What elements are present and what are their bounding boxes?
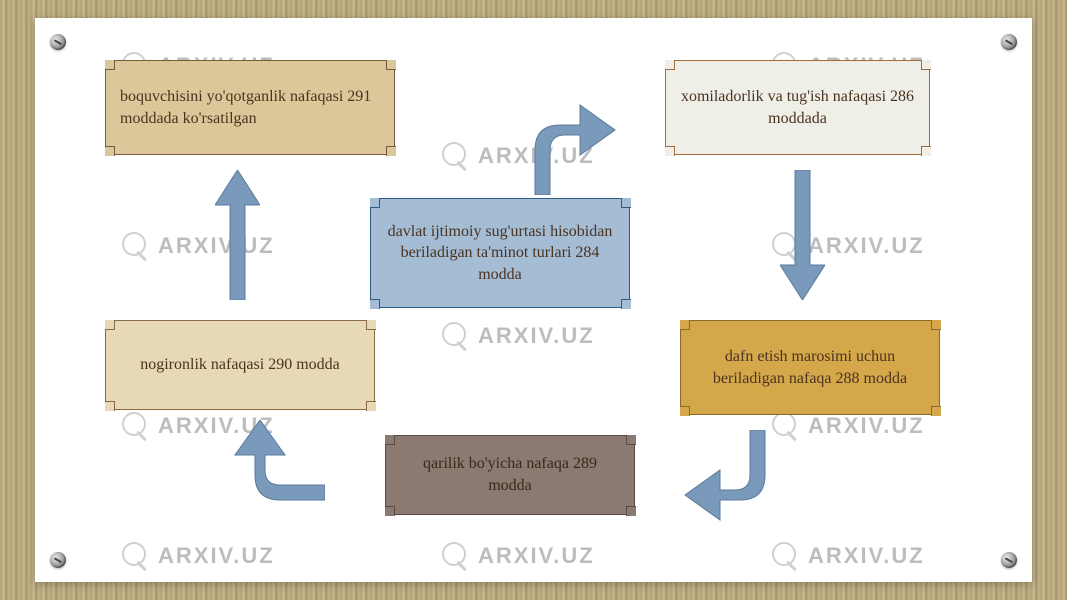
- arrow-center-to-topright: [520, 100, 620, 195]
- watermark-text: ARXIV.UZ: [808, 233, 925, 259]
- paper-panel: ARXIV.UZ ARXIV.UZ ARXIV.UZ ARXIV.UZ ARXI…: [35, 18, 1032, 582]
- box-center-text: davlat ijtimoiy sug'urtasi hisobidan ber…: [385, 221, 615, 286]
- box-top-left: boquvchisini yo'qotganlik nafaqasi 291 m…: [105, 60, 395, 155]
- magnifier-icon: [440, 540, 472, 572]
- box-bottom: qarilik bo'yicha nafaqa 289 modda: [385, 435, 635, 515]
- magnifier-icon: [120, 410, 152, 442]
- watermark-text: ARXIV.UZ: [478, 323, 595, 349]
- watermark: ARXIV.UZ: [120, 540, 275, 572]
- arrow-left-to-topleft: [215, 170, 260, 300]
- box-right-text: dafn etish marosimi uchun beriladigan na…: [695, 346, 925, 389]
- screw-icon: [1001, 34, 1017, 50]
- watermark-text: ARXIV.UZ: [808, 543, 925, 569]
- watermark: ARXIV.UZ: [440, 540, 595, 572]
- screw-icon: [50, 34, 66, 50]
- box-left-text: nogironlik nafaqasi 290 modda: [140, 354, 340, 376]
- box-right: dafn etish marosimi uchun beriladigan na…: [680, 320, 940, 415]
- magnifier-icon: [440, 320, 472, 352]
- box-top-left-text: boquvchisini yo'qotganlik nafaqasi 291 m…: [120, 86, 380, 129]
- watermark-text: ARXIV.UZ: [158, 543, 275, 569]
- box-center: davlat ijtimoiy sug'urtasi hisobidan ber…: [370, 198, 630, 308]
- watermark: ARXIV.UZ: [440, 320, 595, 352]
- arrow-bottom-to-left: [225, 420, 325, 515]
- watermark-text: ARXIV.UZ: [478, 543, 595, 569]
- screw-icon: [50, 552, 66, 568]
- screw-icon: [1001, 552, 1017, 568]
- magnifier-icon: [770, 540, 802, 572]
- magnifier-icon: [120, 230, 152, 262]
- watermark-text: ARXIV.UZ: [808, 413, 925, 439]
- box-top-right-text: xomiladorlik va tug'ish nafaqasi 286 mod…: [680, 86, 915, 129]
- arrow-topright-to-right: [780, 170, 825, 300]
- box-left: nogironlik nafaqasi 290 modda: [105, 320, 375, 410]
- arrow-right-to-bottom: [680, 430, 780, 525]
- magnifier-icon: [440, 140, 472, 172]
- box-bottom-text: qarilik bo'yicha nafaqa 289 modda: [400, 453, 620, 496]
- magnifier-icon: [120, 540, 152, 572]
- watermark: ARXIV.UZ: [770, 540, 925, 572]
- box-top-right: xomiladorlik va tug'ish nafaqasi 286 mod…: [665, 60, 930, 155]
